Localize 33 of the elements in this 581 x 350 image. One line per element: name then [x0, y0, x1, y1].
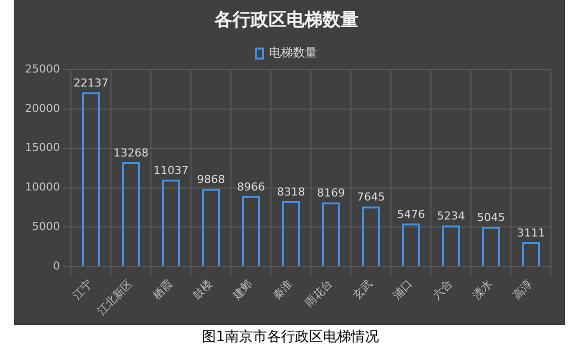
data-label: 8318: [276, 185, 305, 198]
y-tick-label: 20000: [24, 102, 60, 115]
y-tick-label: 0: [52, 259, 60, 272]
x-tick-label: 建邺: [230, 277, 256, 303]
data-label: 13268: [113, 146, 148, 160]
y-tick-label: 25000: [24, 62, 60, 76]
x-tick-label: 雨花台: [302, 277, 336, 310]
x-tick-label: 江宁: [70, 277, 96, 302]
x-tick-label: 江北新区: [94, 277, 136, 318]
data-label: 8169: [316, 186, 345, 200]
data-label: 7645: [356, 190, 385, 204]
x-tick-label: 栖霞: [150, 277, 176, 303]
x-tick-label: 鼓楼: [190, 277, 216, 302]
data-label: 11037: [153, 164, 188, 177]
data-label: 9868: [196, 173, 225, 186]
x-tick-label: 玄武: [350, 277, 376, 302]
x-tick-label: 溧水: [470, 277, 496, 302]
x-tick-label: 秦淮: [270, 277, 296, 302]
x-tick-label: 浦口: [390, 277, 416, 302]
data-label: 5234: [437, 210, 465, 223]
x-tick-label: 高淳: [510, 277, 536, 302]
legend-label: 电梯数量: [269, 46, 317, 60]
data-label: 3111: [517, 226, 545, 240]
data-label: 22137: [73, 76, 108, 90]
data-label: 5476: [397, 208, 425, 221]
y-tick-label: 15000: [24, 141, 60, 154]
x-tick-label: 六合: [430, 277, 456, 302]
chart-title: 各行政区电梯数量: [214, 9, 358, 30]
y-tick-label: 5000: [32, 220, 60, 234]
caption: 图1南京市各行政区电梯情况: [202, 329, 379, 345]
y-tick-label: 10000: [24, 180, 60, 194]
data-label: 5045: [477, 211, 505, 224]
data-label: 8966: [236, 180, 265, 194]
